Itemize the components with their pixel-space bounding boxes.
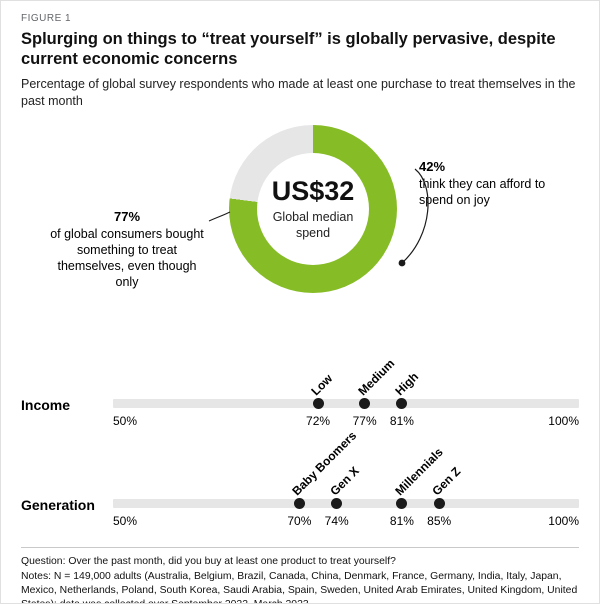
generation-row-title: Generation [21, 496, 95, 513]
data-point-dot [331, 497, 343, 509]
annotation-left-text: of global consumers bought something to … [50, 226, 204, 290]
chart-subtitle: Percentage of global survey respondents … [21, 77, 576, 108]
footer-question: Question: Over the past month, did you b… [21, 555, 396, 567]
annotation-left-percent: 77% [113, 208, 141, 224]
scale-bar [113, 398, 579, 408]
data-point-value: 77% [352, 413, 377, 428]
data-point-dot [293, 497, 305, 509]
income-row: Income 50% 100% 72% Low 77% Medium 81% High [21, 353, 579, 433]
data-point-label: Gen X [327, 463, 362, 499]
data-point-label: Gen Z [429, 464, 464, 499]
data-point-value: 72% [306, 413, 331, 428]
data-point-value: 81% [389, 413, 414, 428]
donut-center: US$32 Global median spend [257, 152, 369, 265]
data-point-dot [396, 497, 408, 509]
annotation-right: 42% think they can afford to spend on jo… [419, 159, 551, 208]
generation-row: Generation 50% 100% 70% Baby Boomers 74% Gen … [21, 428, 579, 533]
data-point-value: 74% [324, 513, 349, 528]
donut-chart-section: US$32 Global median spend 77% of global … [21, 113, 579, 331]
data-point-dot [433, 497, 445, 509]
donut-center-value: US$32 [271, 176, 355, 207]
annotation-right-percent: 42% [419, 158, 446, 174]
income-dot-plot: 50% 100% 72% Low 77% Medium 81% High [113, 353, 579, 433]
data-point-value: 85% [427, 513, 452, 528]
footer-notes: Question: Over the past month, did you b… [21, 546, 579, 603]
generation-dot-plot: 50% 100% 70% Baby Boomers 74% Gen X 81% Millenn… [113, 428, 579, 533]
data-point-label: High [392, 369, 422, 399]
data-point-label: Low [308, 371, 336, 399]
arrow-endpoint-dot [398, 259, 406, 267]
data-point-value: 70% [287, 513, 312, 528]
donut-center-label: Global median spend [272, 210, 354, 240]
axis-min-label: 50% [113, 413, 138, 428]
data-point-dot [396, 397, 408, 409]
scale-bar [113, 498, 579, 508]
axis-max-label: 100% [548, 513, 579, 528]
axis-max-label: 100% [548, 413, 579, 428]
figure-number-label: FIGURE 1 [21, 13, 72, 24]
donut-ring: US$32 Global median spend [229, 124, 397, 293]
annotation-right-text: think they can afford to spend on joy [419, 176, 546, 207]
annotation-left: 77% of global consumers bought something… [47, 209, 207, 291]
data-point-dot [312, 397, 324, 409]
data-point-value: 81% [389, 513, 414, 528]
chart-title: Splurging on things to “treat yourself” … [21, 30, 556, 69]
data-point-label: Medium [355, 356, 397, 399]
axis-min-label: 50% [113, 513, 138, 528]
income-row-title: Income [21, 396, 71, 413]
footer-notes-text: Notes: N = 149,000 adults (Australia, Be… [21, 570, 578, 603]
data-point-dot [359, 397, 371, 409]
